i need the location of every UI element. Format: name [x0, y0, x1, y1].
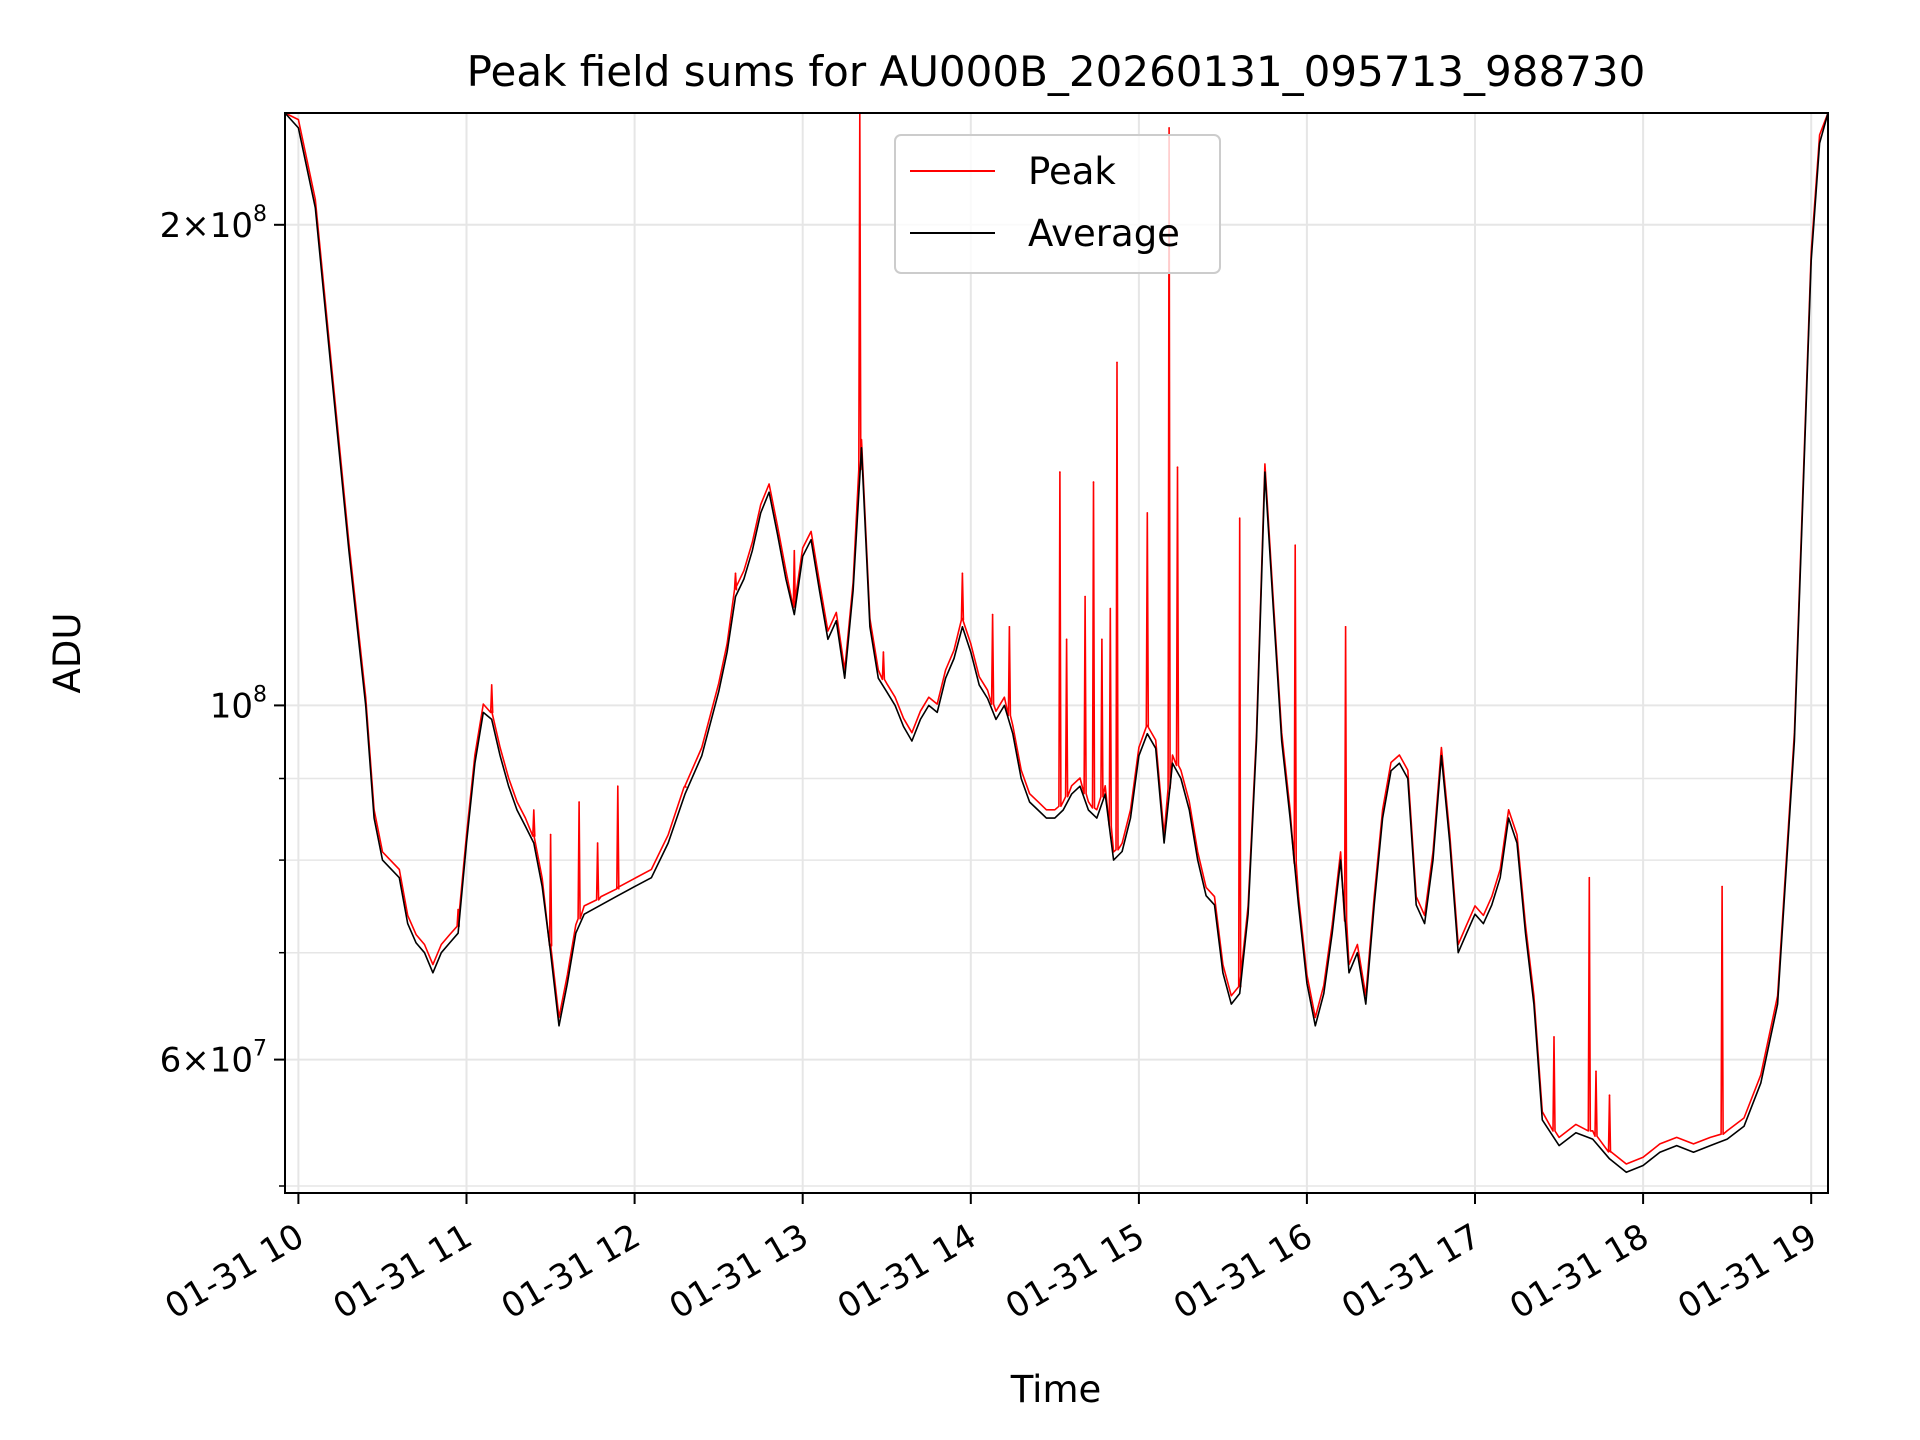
peak-spike-point — [1588, 876, 1591, 879]
peak-spike-point — [1168, 127, 1170, 129]
legend-label-average: Average — [1028, 212, 1180, 255]
peak-spike-point — [1176, 466, 1179, 469]
y-tick-label: 108 — [210, 682, 267, 726]
peak-spike-point — [1008, 626, 1011, 628]
legend: Peak Average — [894, 134, 1221, 274]
peak-spike-point — [1553, 1036, 1555, 1038]
peak-spike-point — [991, 613, 994, 616]
peak-spike-point — [961, 572, 964, 575]
peak-spike-point — [457, 908, 459, 911]
plot-frame — [284, 112, 1829, 1194]
y-tick-label: 6×107 — [160, 1037, 267, 1081]
series-line-average — [284, 112, 1829, 1174]
peak-spike-point — [1238, 517, 1241, 519]
peak-spike-point — [490, 684, 493, 686]
peak-spike-point — [1608, 1094, 1611, 1096]
series-line-peak — [284, 112, 1829, 1165]
peak-spike-point — [882, 651, 885, 653]
peak-spike-point — [596, 842, 599, 844]
chart-title: Peak field sums for AU000B_20260131_0957… — [467, 47, 1646, 96]
peak-spike-point — [1116, 361, 1118, 364]
y-axis-label: ADU — [46, 613, 89, 694]
peak-spike-point — [1101, 638, 1103, 641]
peak-spike-point — [1595, 1070, 1597, 1073]
peak-spike-point — [1344, 626, 1347, 628]
legend-box — [894, 134, 1221, 274]
x-axis-label: Time — [1010, 1368, 1102, 1411]
peak-spike-point — [793, 549, 796, 552]
peak-spike-point — [578, 801, 580, 803]
peak-spike-point — [549, 833, 552, 836]
peak-spike-point — [1084, 595, 1086, 598]
peak-spike-point — [1065, 638, 1068, 641]
peak-spike-point — [1294, 544, 1296, 546]
peak-spike-point — [1146, 512, 1149, 514]
grid — [285, 113, 1828, 1193]
peak-spike-point — [533, 809, 535, 811]
y-tick-label: 2×108 — [160, 202, 267, 246]
legend-label-peak: Peak — [1028, 150, 1116, 193]
peak-spike-point — [1109, 607, 1112, 610]
peak-spike-point — [1059, 471, 1061, 473]
peak-spike-point — [734, 572, 737, 575]
peak-spike-point — [1092, 481, 1095, 483]
peak-spike-point — [684, 785, 686, 787]
peak-spike-point — [617, 785, 619, 787]
peak-spike-point — [1721, 885, 1723, 888]
